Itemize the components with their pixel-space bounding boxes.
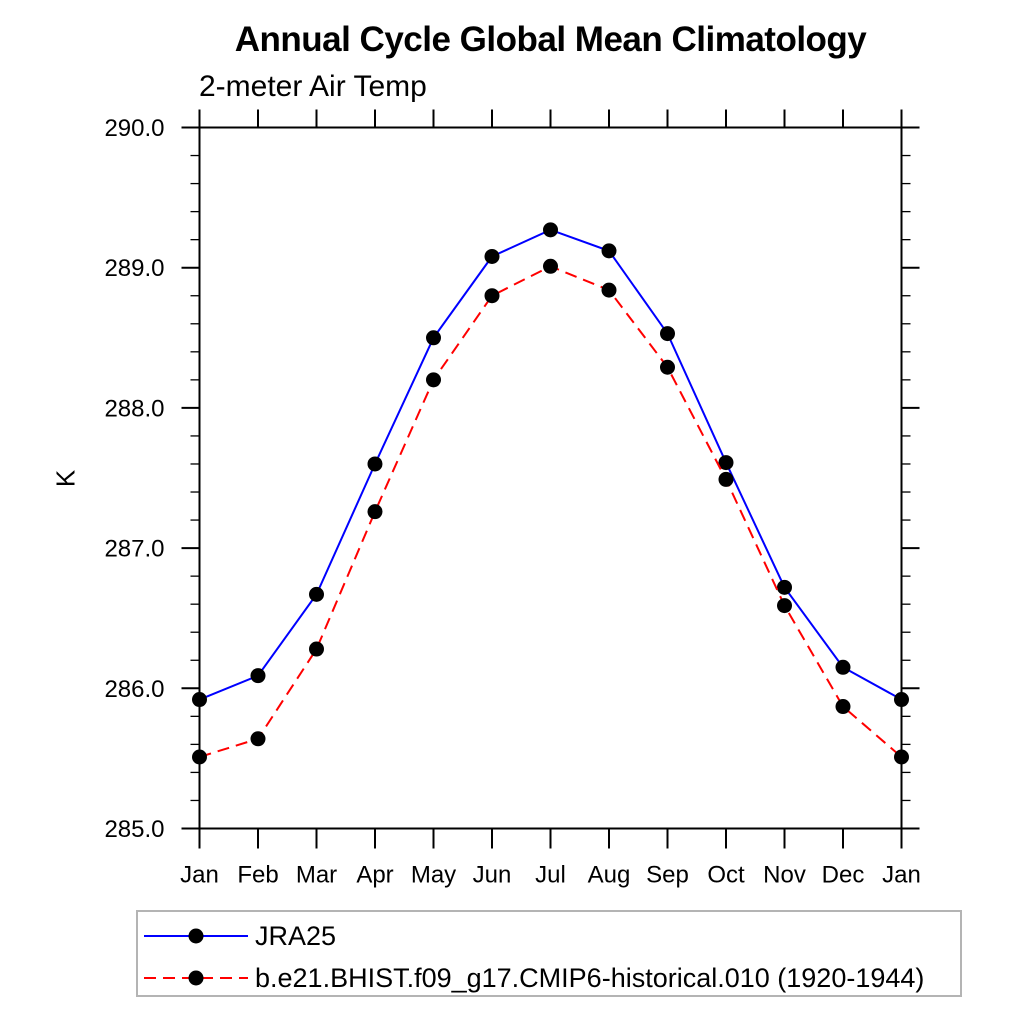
data-point (309, 641, 324, 657)
x-tick-labels: Jan Feb Mar Apr May Jun Jul Aug Sep Oct Nov Dec Jan (180, 862, 921, 889)
data-point (367, 456, 383, 472)
data-point (718, 455, 734, 471)
legend-sample-line-jra25 (144, 928, 248, 944)
data-point (601, 243, 617, 259)
data-point (718, 471, 734, 487)
chart-title: Annual Cycle Global Mean Climatology (234, 20, 867, 59)
x-tick-label: Sep (646, 862, 689, 889)
data-point (777, 598, 792, 614)
x-tick-label: Jan (882, 862, 921, 889)
data-point (835, 659, 851, 675)
data-point (660, 326, 675, 342)
data-point (309, 586, 324, 602)
x-tick-label: Jan (180, 862, 219, 889)
data-point (777, 579, 792, 595)
series-line (199, 228, 902, 701)
data-point (543, 222, 558, 238)
data-point (543, 258, 558, 274)
x-tick-label: Feb (237, 862, 278, 889)
data-point (894, 749, 909, 765)
data-point (250, 731, 266, 747)
legend-box: JRA25 b.e21.BHIST.f09_g17.CMIP6-historic… (136, 910, 962, 997)
y-tick-labels: 285.0 286.0 287.0 288.0 289.0 290.0 (104, 115, 164, 843)
legend-label-model: b.e21.BHIST.f09_g17.CMIP6-historical.010… (255, 963, 925, 993)
series-model (192, 258, 909, 765)
x-axis-ticks (198, 109, 903, 849)
y-tick-label: 286.0 (104, 676, 164, 703)
x-tick-label: Mar (296, 862, 337, 889)
x-tick-label: Jul (535, 862, 566, 889)
data-point (894, 692, 909, 708)
series-line (199, 265, 903, 758)
data-point (426, 372, 441, 388)
x-tick-label: Aug (588, 862, 631, 889)
y-tick-label: 290.0 (104, 115, 164, 142)
data-point (426, 330, 441, 346)
data-point (835, 699, 851, 715)
x-tick-label: Oct (707, 862, 745, 889)
data-point (484, 288, 500, 304)
y-tick-label: 285.0 (104, 816, 164, 843)
x-tick-label: Apr (356, 862, 393, 889)
legend-item-model: b.e21.BHIST.f09_g17.CMIP6-historical.010… (140, 963, 925, 993)
x-tick-label: Dec (822, 862, 865, 889)
x-tick-label: Jun (473, 862, 512, 889)
y-tick-label: 289.0 (104, 255, 164, 282)
y-axis-ticks (181, 126, 920, 830)
data-point (250, 668, 266, 684)
data-point (192, 749, 207, 765)
data-point (660, 359, 675, 375)
legend-sample-line-model (144, 970, 248, 986)
y-tick-label: 288.0 (104, 395, 164, 422)
y-tick-label: 287.0 (104, 536, 164, 563)
legend-label-jra25: JRA25 (255, 921, 337, 951)
data-point (601, 282, 617, 298)
x-tick-label: May (411, 862, 456, 889)
series-jra25 (192, 222, 909, 708)
data-point (367, 504, 383, 520)
data-point (192, 692, 207, 708)
data-point (484, 248, 500, 264)
x-tick-label: Nov (763, 862, 806, 889)
legend-item-jra25: JRA25 (140, 921, 337, 951)
chart-subtitle: 2-meter Air Temp (199, 70, 427, 103)
